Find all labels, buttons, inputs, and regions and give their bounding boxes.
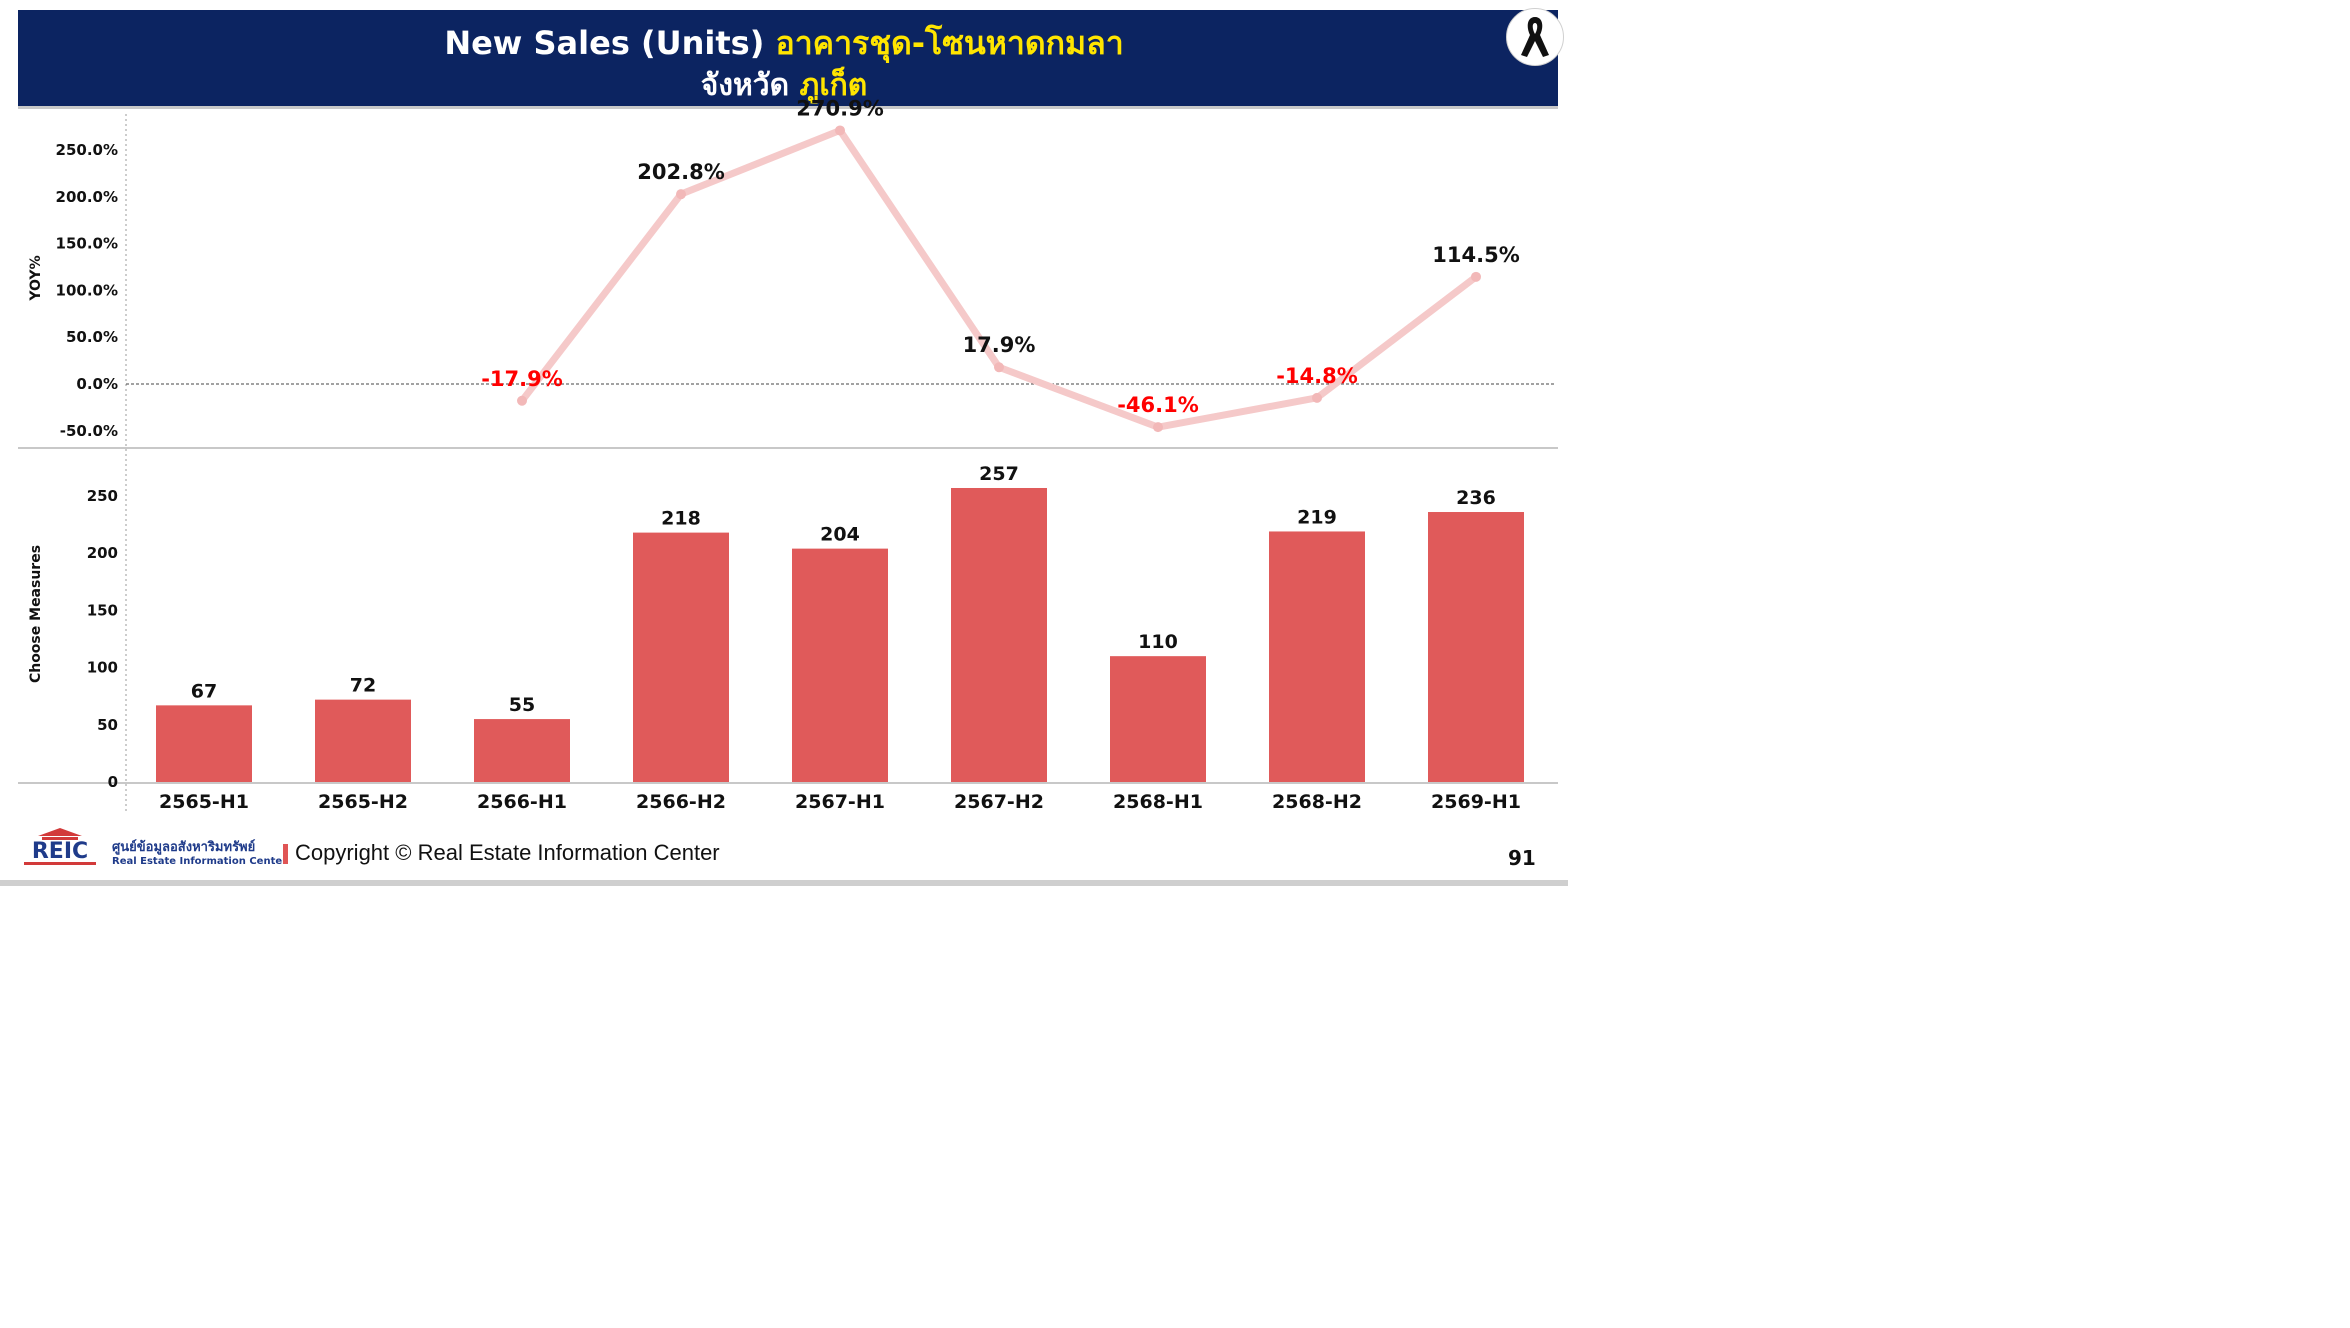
yoy-value-label: 114.5% (1432, 243, 1519, 267)
yoy-tick-label: 250.0% (56, 141, 118, 159)
bar (1269, 531, 1365, 782)
bar (156, 705, 252, 782)
yoy-tick-labels: 250.0% 200.0% 150.0% 100.0% 50.0% 0.0% -50.0% (56, 141, 118, 440)
bar-axis-label: Choose Measures (28, 545, 44, 683)
bar-value-label: 236 (1456, 487, 1496, 509)
footer-divider (0, 880, 1568, 886)
header-divider (18, 106, 1558, 109)
header-banner (18, 10, 1558, 106)
bar (315, 699, 411, 782)
logo-text: REIC (32, 839, 88, 864)
bar (1110, 656, 1206, 782)
copyright-accent-bar (283, 844, 288, 864)
bar (633, 532, 729, 782)
yoy-value-label: -46.1% (1117, 393, 1199, 417)
bar-tick-label: 50 (97, 716, 118, 734)
category-label: 2568-H2 (1272, 791, 1362, 813)
page-number: 91 (1508, 846, 1536, 870)
yoy-value-label: -14.8% (1276, 364, 1358, 388)
org-name-th: ศูนย์ข้อมูลอสังหาริมทรัพย์ (112, 840, 256, 855)
org-name-en: Real Estate Information Center (112, 856, 288, 867)
yoy-tick-label: 200.0% (56, 188, 118, 206)
title-th: อาคารชุด-โซนหาดกมลา (775, 24, 1124, 62)
yoy-point (835, 125, 845, 136)
sales-chart: YOY% Choose Measures 250.0% 200.0% 150.0% 1… (18, 96, 1558, 813)
yoy-tick-label: -50.0% (60, 422, 118, 440)
bar-tick-labels: 250 200 150 100 50 0 (87, 487, 118, 791)
yoy-value-label: 17.9% (963, 333, 1036, 357)
yoy-tick-label: 0.0% (76, 375, 118, 393)
bar-value-label: 219 (1297, 506, 1337, 528)
subtitle-province: ภูเก็ต (799, 68, 868, 103)
yoy-point (1312, 392, 1322, 403)
bar-value-label: 257 (979, 463, 1019, 485)
title-en: New Sales (Units) (444, 24, 765, 62)
category-label: 2567-H2 (954, 791, 1044, 813)
yoy-point (517, 395, 527, 406)
bar-value-label: 110 (1138, 631, 1178, 653)
bar-value-label: 72 (350, 675, 376, 697)
category-label: 2569-H1 (1431, 791, 1521, 813)
yoy-value-labels: -17.9% 202.8% 270.9% 17.9% -46.1% -14.8% 114.5… (481, 96, 1520, 417)
category-label: 2567-H1 (795, 791, 885, 813)
page-subtitle: จังหวัด ภูเก็ต (0, 62, 1568, 109)
yoy-tick-label: 100.0% (56, 281, 118, 299)
yoy-point (1471, 271, 1481, 282)
category-label: 2566-H2 (636, 791, 726, 813)
bar (474, 719, 570, 782)
category-labels: 2565-H1 2565-H2 2566-H1 2566-H2 2567-H1 2567-… (159, 791, 1521, 813)
yoy-axis-label: YOY% (28, 255, 44, 301)
yoy-tick-label: 150.0% (56, 235, 118, 253)
category-label: 2566-H1 (477, 791, 567, 813)
yoy-value-label: 270.9% (796, 96, 883, 120)
bar (951, 487, 1047, 782)
category-label: 2568-H1 (1113, 791, 1203, 813)
bar-tick-label: 200 (87, 544, 118, 562)
yoy-point (676, 189, 686, 200)
yoy-tick-label: 50.0% (66, 328, 118, 346)
mourning-ribbon-icon (1506, 8, 1564, 66)
yoy-value-label: 202.8% (637, 160, 724, 184)
bar (1428, 512, 1524, 782)
bar (792, 548, 888, 782)
bar-value-label: 67 (191, 680, 217, 702)
subtitle-prefix: จังหวัด (700, 68, 790, 103)
bar-tick-label: 150 (87, 601, 118, 619)
bar-tick-label: 100 (87, 659, 118, 677)
yoy-series (517, 125, 1481, 433)
copyright-text: Copyright © Real Estate Information Cent… (295, 840, 720, 865)
category-label: 2565-H2 (318, 791, 408, 813)
bar-value-label: 204 (820, 524, 860, 546)
category-label: 2565-H1 (159, 791, 249, 813)
bar-series (156, 487, 1524, 782)
bar-tick-label: 0 (108, 773, 118, 791)
yoy-point (1153, 422, 1163, 433)
reic-logo: REIC (22, 828, 98, 868)
yoy-point (994, 362, 1004, 373)
bar-value-label: 218 (661, 508, 701, 530)
yoy-value-label: -17.9% (481, 367, 563, 391)
bar-value-labels: 67 72 55 218 204 257 110 219 236 (191, 463, 1496, 716)
bar-value-label: 55 (509, 694, 535, 716)
bar-tick-label: 250 (87, 487, 118, 505)
page-title: New Sales (Units) อาคารชุด-โซนหาดกมลา (0, 18, 1568, 69)
